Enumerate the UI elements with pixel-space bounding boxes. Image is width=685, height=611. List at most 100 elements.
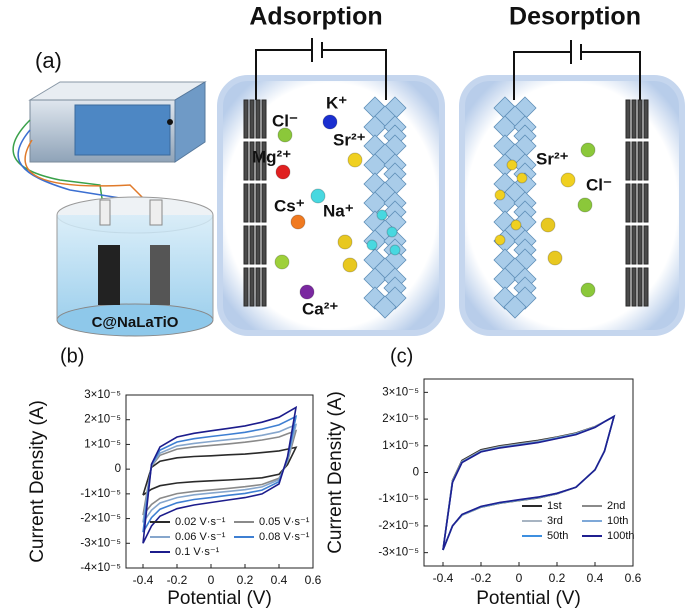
carbon-layer [637,99,643,139]
ion [299,284,315,300]
y-tick-label: -2×10⁻⁵ [378,520,419,532]
ion [376,209,388,221]
beaker [56,196,214,337]
plot-frame [125,394,314,569]
octahedron [503,295,527,319]
legend-label: 0.1 V·s⁻¹ [175,546,220,558]
carbon-layer [625,99,631,139]
x-tick-label: -0.2 [471,571,492,585]
ion [560,172,576,188]
carbon-layer [255,183,261,223]
ion [290,214,306,230]
cv-curve [442,414,616,551]
cv-curve [442,414,616,551]
carbon-layer [625,183,631,223]
ion [540,217,556,233]
carbon-layer [637,225,643,265]
desorption-title: Desorption [509,3,641,31]
ion-label: Mg²⁺ [252,147,291,166]
electrode-label: C@NaLaTiO [92,314,179,331]
cv-curve [142,446,298,496]
cv-curve [142,415,298,533]
ion-label: Cl⁻ [272,111,298,130]
x-tick-label: 0.6 [305,573,322,587]
carbon-layer [637,267,643,307]
ion [274,254,290,270]
legend-label: 100th [607,530,635,542]
ion [580,142,596,158]
x-tick-label: 0.2 [549,571,566,585]
cv-curve [442,414,616,551]
cv-curve [442,414,616,551]
circuit [255,38,641,100]
carbon-layer [625,225,631,265]
legend-label: 50th [547,530,568,542]
ion [322,114,338,130]
y-tick-label: 3×10⁻⁵ [84,389,121,401]
carbon-layer [261,225,267,265]
y-tick-label: 0 [115,463,121,475]
legend-label: 1st [547,500,562,512]
panel-label: (c) [390,345,413,367]
ion [494,234,506,246]
carbon-layer [631,267,637,307]
y-tick-label: 1×10⁻⁵ [382,440,419,452]
ion [386,226,398,238]
ion-label: Cs⁺ [274,196,305,215]
carbon-layer [637,183,643,223]
cv-curve [442,414,616,551]
carbon-layer [631,225,637,265]
carbon-layer [249,183,255,223]
carbon-layer [249,141,255,181]
x-tick-label: 0.4 [587,571,604,585]
carbon-layer [243,141,249,181]
plot-frame [423,378,634,567]
ion [275,164,291,180]
carbon-layer [261,183,267,223]
cv-curve [142,405,298,544]
ion [506,159,518,171]
ion-label: Na⁺ [323,201,354,220]
ion [494,189,506,201]
cv-curve [442,414,616,551]
legend-label: 0.02 V·s⁻¹ [175,516,226,528]
carbon-layer [243,267,249,307]
ion [277,127,293,143]
carbon-layer [643,99,649,139]
carbon-layer [625,141,631,181]
ion [310,188,326,204]
carbon-layer [643,141,649,181]
plots: (b)Potential (V)Current Density (A)-0.4-… [27,345,642,609]
carbon-layer [243,225,249,265]
power-supply [28,81,207,163]
electrodes [243,96,649,319]
ion-label: Sr²⁺ [333,130,366,149]
x-tick-label: 0.6 [625,571,642,585]
legend-label: 0.05 V·s⁻¹ [259,516,310,528]
carbon-layer [643,267,649,307]
x-tick-label: 0.2 [237,573,254,587]
legend-label: 3rd [547,515,563,527]
x-tick-label: 0 [208,573,215,587]
ion [577,197,593,213]
ion [347,152,363,168]
ion [510,219,522,231]
cv-curve [142,423,298,523]
legend-label: 10th [607,515,628,527]
y-axis-label: Current Density (A) [325,391,346,554]
carbon-layer [243,183,249,223]
ion-label: Ca²⁺ [302,299,338,318]
carbon-layer [637,141,643,181]
y-tick-label: 3×10⁻⁵ [382,386,419,398]
y-tick-label: -3×10⁻⁵ [378,547,419,559]
carbon-layer [261,267,267,307]
carbon-layer [255,267,261,307]
y-tick-label: -1×10⁻⁵ [80,488,121,500]
x-tick-label: 0 [516,571,523,585]
y-tick-label: -2×10⁻⁵ [80,513,121,525]
y-tick-label: -3×10⁻⁵ [80,537,121,549]
x-tick-label: -0.4 [133,573,154,587]
carbon-layer [261,141,267,181]
carbon-layer [631,99,637,139]
